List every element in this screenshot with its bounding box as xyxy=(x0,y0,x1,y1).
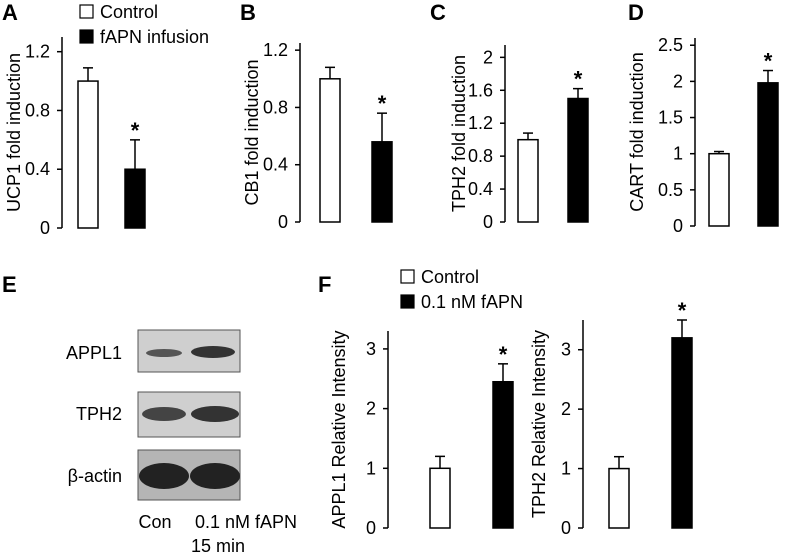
bar xyxy=(429,467,451,529)
y-tick-label: 0 xyxy=(673,216,683,236)
y-axis-label: APPL1 Relative Intensity xyxy=(329,330,349,528)
y-tick-label: 2 xyxy=(561,399,571,419)
blot-row-label: β-actin xyxy=(68,466,122,486)
bar xyxy=(517,138,539,223)
y-tick-label: 0 xyxy=(561,518,571,538)
y-tick-label: 0.8 xyxy=(263,97,288,117)
y-tick-label: 3 xyxy=(561,340,571,360)
panel-letter: C xyxy=(430,0,446,25)
y-tick-label: 0 xyxy=(483,212,493,232)
y-tick-label: 2.5 xyxy=(658,35,683,55)
y-tick-label: 0.8 xyxy=(468,146,493,166)
y-tick-label: 3 xyxy=(366,339,376,359)
legend-label: Control xyxy=(100,2,158,22)
legend-label: 0.1 nM fAPN xyxy=(421,292,523,312)
y-tick-label: 0.5 xyxy=(658,180,683,200)
y-tick-label: 1 xyxy=(366,458,376,478)
blot-note: 15 min xyxy=(191,536,245,555)
band xyxy=(146,349,182,357)
y-tick-label: 0 xyxy=(278,212,288,232)
panel-letter: B xyxy=(240,0,256,25)
legend-swatch xyxy=(400,269,415,284)
legend-swatch xyxy=(79,4,94,19)
bar xyxy=(492,380,514,529)
significance-star: * xyxy=(678,298,687,323)
band xyxy=(139,463,189,489)
y-tick-label: 1 xyxy=(561,459,571,479)
panel-letter: E xyxy=(2,272,17,297)
y-axis-label: UCP1 fold induction xyxy=(4,53,24,212)
y-tick-label: 1.2 xyxy=(25,42,50,62)
significance-star: * xyxy=(574,67,583,92)
band xyxy=(191,406,239,422)
significance-star: * xyxy=(378,91,387,116)
panel-letter: A xyxy=(2,0,18,25)
legend-label: Control xyxy=(421,267,479,287)
bar xyxy=(124,168,146,229)
significance-star: * xyxy=(764,49,773,74)
bar xyxy=(757,82,779,227)
y-tick-label: 0.4 xyxy=(25,159,50,179)
blot-lane-label: 0.1 nM fAPN xyxy=(195,512,297,532)
y-tick-label: 1.5 xyxy=(658,108,683,128)
panel-letter: F xyxy=(318,272,331,297)
y-tick-label: 0 xyxy=(40,218,50,238)
band xyxy=(190,463,240,489)
y-tick-label: 0.4 xyxy=(263,155,288,175)
legend-swatch xyxy=(79,29,94,44)
bar xyxy=(567,97,589,223)
y-axis-label: CART fold induction xyxy=(627,52,647,211)
y-axis-label: CB1 fold induction xyxy=(242,59,262,205)
legend-swatch xyxy=(400,294,415,309)
blot-row-label: APPL1 xyxy=(66,343,122,363)
bar xyxy=(608,467,630,529)
y-tick-label: 0.4 xyxy=(468,179,493,199)
bar xyxy=(671,337,693,529)
legend-label: fAPN infusion xyxy=(100,27,209,47)
bar xyxy=(77,80,99,229)
y-tick-label: 0.8 xyxy=(25,100,50,120)
y-axis-label: TPH2 fold induction xyxy=(449,55,469,212)
bar xyxy=(319,78,341,223)
y-tick-label: 2 xyxy=(483,47,493,67)
band xyxy=(191,346,235,358)
y-tick-label: 1.6 xyxy=(468,80,493,100)
y-axis-label: TPH2 Relative Intensity xyxy=(529,330,549,518)
significance-star: * xyxy=(131,118,140,143)
y-tick-label: 2 xyxy=(366,399,376,419)
y-tick-label: 0 xyxy=(366,518,376,538)
panel-letter: D xyxy=(628,0,644,25)
significance-star: * xyxy=(499,342,508,367)
bar xyxy=(708,152,730,227)
y-tick-label: 1 xyxy=(673,144,683,164)
band xyxy=(142,407,186,421)
blot-row-label: TPH2 xyxy=(76,404,122,424)
y-tick-label: 1.2 xyxy=(263,40,288,60)
blot-lane-label: Con xyxy=(138,512,171,532)
y-tick-label: 2 xyxy=(673,71,683,91)
bar xyxy=(371,141,393,223)
y-tick-label: 1.2 xyxy=(468,113,493,133)
